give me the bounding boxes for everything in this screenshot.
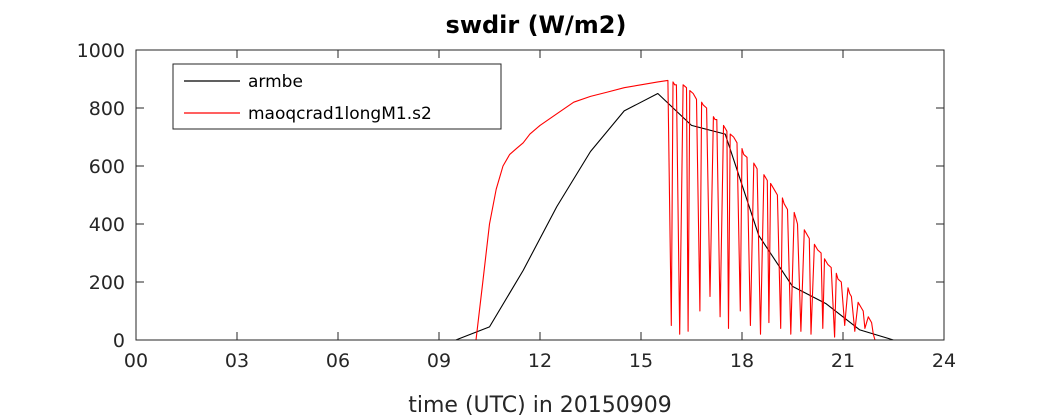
x-tick-label: 03: [225, 350, 249, 372]
x-tick-label: 15: [629, 350, 653, 372]
series-line-0: [136, 92, 944, 341]
x-tick-label: 12: [528, 350, 552, 372]
y-tick-label: 1000: [77, 40, 125, 62]
axes: 00 03 06 09 12 15 18 21 24 0 200 400 600 800 1000: [77, 40, 956, 372]
x-tick-label: 21: [831, 350, 855, 372]
legend-label-1: maoqcrad1longM1.s2: [248, 104, 432, 124]
chart-title: swdir (W/m2): [446, 11, 627, 39]
series-line-1: [136, 79, 944, 341]
y-tick-label: 800: [89, 98, 125, 120]
x-axis-title: time (UTC) in 20150909: [408, 393, 672, 417]
legend-box: [172, 63, 502, 130]
y-tick-label: 600: [89, 156, 125, 178]
y-tick-label: 0: [113, 330, 125, 352]
y-tick-label: 200: [89, 272, 125, 294]
x-tick-label: 18: [730, 350, 754, 372]
x-tick-label: 09: [427, 350, 451, 372]
x-tick-label: 06: [326, 350, 350, 372]
legend: armbe maoqcrad1longM1.s2: [172, 63, 502, 130]
x-tick-label: 24: [932, 350, 956, 372]
y-tick-label: 400: [89, 214, 125, 236]
legend-label-0: armbe: [248, 72, 303, 92]
x-tick-label: 00: [124, 350, 148, 372]
